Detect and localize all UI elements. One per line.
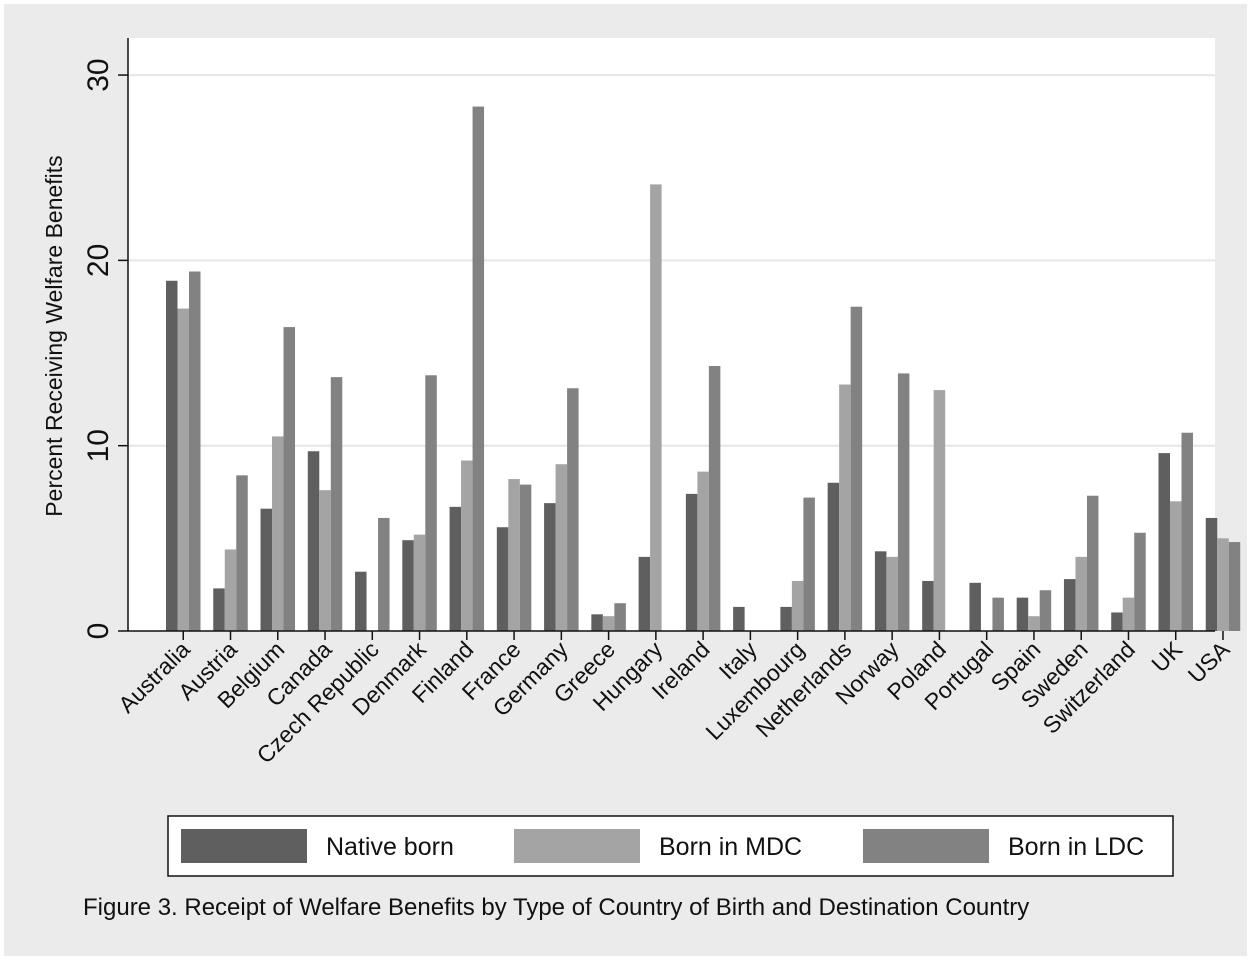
legend-swatch-born-in-ldc xyxy=(863,829,989,863)
y-tick-label-10: 10 xyxy=(82,429,115,462)
legend: Native born Born in MDC Born in LDC xyxy=(167,815,1174,877)
y-ticks: 0 10 20 30 xyxy=(82,58,128,639)
bar-usa-native-born xyxy=(1205,517,1218,631)
y-tick-label-20: 20 xyxy=(82,244,115,277)
bar-greece-born-in-ldc xyxy=(614,603,626,631)
bar-usa-born-in-mdc xyxy=(1217,538,1229,631)
bar-poland-born-in-mdc xyxy=(933,390,946,631)
gridlines xyxy=(128,74,1215,447)
bar-czech-republic-native-born xyxy=(355,571,367,631)
legend-swatch-born-in-mdc xyxy=(514,829,640,863)
y-tick-label-30: 30 xyxy=(82,58,115,91)
bar-denmark-born-in-ldc xyxy=(425,375,437,631)
bar-netherlands-native-born xyxy=(827,482,840,631)
bar-spain-born-in-ldc xyxy=(1039,590,1052,631)
bar-germany-born-in-mdc xyxy=(555,464,568,631)
bar-finland-born-in-ldc xyxy=(472,106,485,632)
bar-switzerland-native-born xyxy=(1111,612,1123,631)
bar-portugal-native-born xyxy=(969,582,981,631)
bar-luxembourg-born-in-ldc xyxy=(803,497,815,631)
bar-greece-native-born xyxy=(591,614,603,631)
y-axis-title: Percent Receiving Welfare Benefits xyxy=(41,155,67,516)
bar-finland-born-in-mdc xyxy=(461,460,473,631)
bar-finland-native-born xyxy=(449,506,462,631)
x-category-label-usa: USA xyxy=(1183,636,1235,688)
bar-italy-native-born xyxy=(733,606,745,631)
bar-netherlands-born-in-mdc xyxy=(839,384,851,631)
bar-france-native-born xyxy=(496,527,509,631)
bar-uk-native-born xyxy=(1158,453,1170,631)
bar-germany-born-in-ldc xyxy=(567,388,579,631)
figure-frame: 0 10 20 30 Australia Austria Belgium Canada Cze… xyxy=(4,4,1247,956)
bar-ireland-born-in-mdc xyxy=(697,471,709,631)
bar-sweden-born-in-mdc xyxy=(1075,556,1087,631)
bar-australia-born-in-mdc xyxy=(177,308,189,631)
bar-ireland-native-born xyxy=(685,493,698,631)
bar-luxembourg-native-born xyxy=(780,606,792,631)
bar-canada-born-in-mdc xyxy=(319,490,331,631)
bar-greece-born-in-mdc xyxy=(602,616,615,631)
bar-belgium-native-born xyxy=(260,508,273,631)
bar-belgium-born-in-mdc xyxy=(272,436,284,631)
bar-denmark-native-born xyxy=(402,540,414,631)
bar-norway-born-in-ldc xyxy=(897,373,910,631)
bar-czech-republic-born-in-ldc xyxy=(378,517,390,631)
bar-spain-native-born xyxy=(1016,597,1029,631)
bar-ireland-born-in-ldc xyxy=(708,366,721,631)
y-tick-label-0: 0 xyxy=(82,623,115,640)
legend-label-born-in-ldc: Born in LDC xyxy=(1008,833,1144,861)
bar-uk-born-in-ldc xyxy=(1181,432,1193,631)
x-category-label-uk: UK xyxy=(1146,636,1187,677)
bar-austria-born-in-mdc xyxy=(224,549,237,631)
bar-spain-born-in-mdc xyxy=(1028,616,1040,631)
bars xyxy=(166,106,1241,632)
bar-france-born-in-ldc xyxy=(519,484,532,631)
bar-austria-native-born xyxy=(213,588,225,631)
bar-sweden-native-born xyxy=(1063,579,1076,631)
bar-denmark-born-in-mdc xyxy=(413,534,426,631)
bar-sweden-born-in-ldc xyxy=(1086,495,1099,631)
bar-canada-born-in-ldc xyxy=(330,377,343,631)
bar-austria-born-in-ldc xyxy=(236,475,248,631)
bar-australia-native-born xyxy=(166,280,178,631)
bar-canada-native-born xyxy=(307,451,320,631)
bar-switzerland-born-in-ldc xyxy=(1134,532,1146,631)
bar-portugal-born-in-ldc xyxy=(992,597,1004,631)
legend-label-born-in-mdc: Born in MDC xyxy=(659,833,802,861)
bar-hungary-born-in-mdc xyxy=(650,184,662,631)
bar-switzerland-born-in-mdc xyxy=(1122,597,1135,631)
bar-uk-born-in-mdc xyxy=(1169,501,1182,631)
bar-norway-born-in-mdc xyxy=(886,556,898,631)
bar-netherlands-born-in-ldc xyxy=(850,306,863,631)
bar-luxembourg-born-in-mdc xyxy=(791,580,804,631)
legend-box xyxy=(167,815,1174,877)
bar-chart: 0 10 20 30 AustraliaAustriaBelgiumCanadaCze… xyxy=(41,38,1241,877)
bar-australia-born-in-ldc xyxy=(189,271,201,631)
bar-france-born-in-mdc xyxy=(508,479,520,631)
bar-usa-born-in-ldc xyxy=(1228,542,1241,631)
bar-germany-native-born xyxy=(544,503,556,631)
legend-swatch-native-born xyxy=(181,829,307,863)
bar-norway-native-born xyxy=(874,551,887,631)
legend-label-native-born: Native born xyxy=(326,833,454,861)
bar-hungary-native-born xyxy=(638,556,651,631)
bar-belgium-born-in-ldc xyxy=(283,327,296,631)
figure-caption: Figure 3. Receipt of Welfare Benefits by… xyxy=(83,894,1030,921)
bar-poland-native-born xyxy=(922,580,934,631)
